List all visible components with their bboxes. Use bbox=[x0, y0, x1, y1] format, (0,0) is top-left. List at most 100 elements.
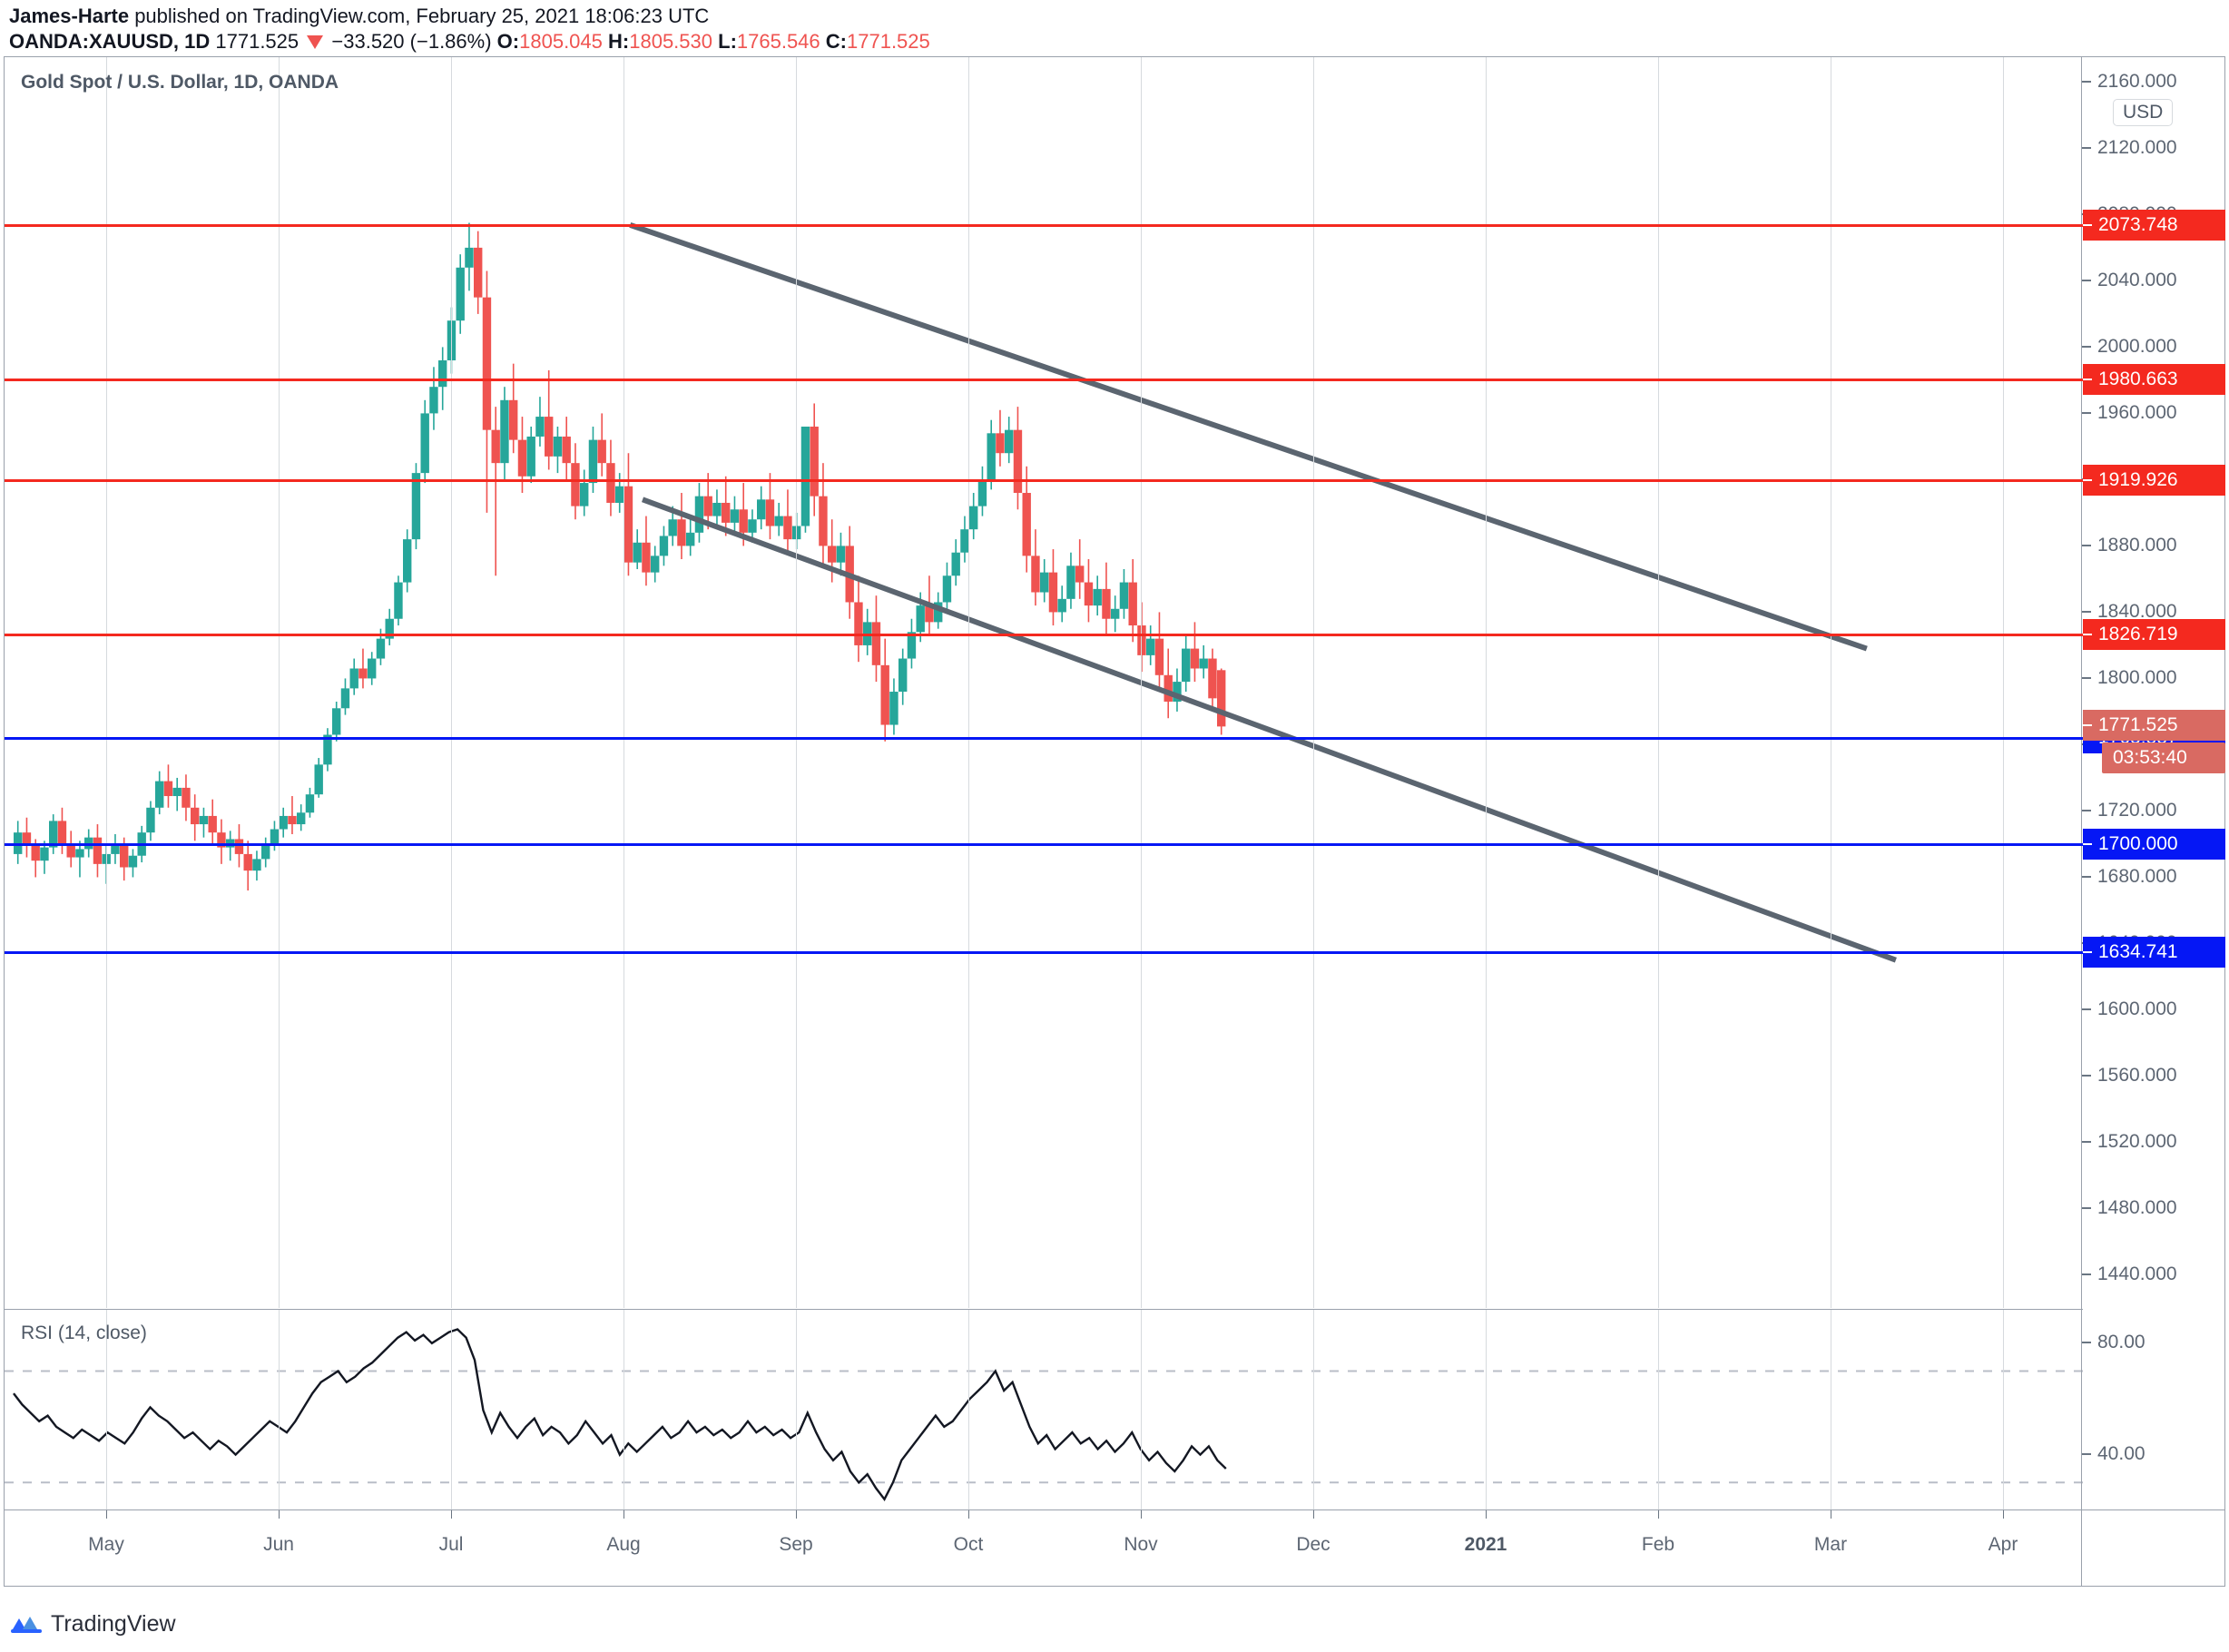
vertical-gridline bbox=[451, 57, 452, 1308]
tick-dash bbox=[2082, 412, 2091, 415]
candle-body bbox=[934, 602, 943, 623]
chart-header: James-Harte published on TradingView.com… bbox=[0, 0, 2229, 56]
time-axis-label: Feb bbox=[1641, 1534, 1675, 1555]
price-level-badge[interactable]: 1919.926 bbox=[2083, 464, 2225, 496]
candle-body bbox=[987, 433, 996, 480]
time-axis-label: Oct bbox=[953, 1534, 984, 1555]
price-axis-tick: 1680.000 bbox=[2082, 866, 2225, 887]
candle-body bbox=[252, 859, 261, 871]
level-price-label: 1980.663 bbox=[2098, 368, 2178, 389]
candle-body bbox=[562, 436, 571, 464]
price-pane[interactable]: Gold Spot / U.S. Dollar, 1D, OANDA bbox=[5, 57, 2083, 1308]
level-price-label: 1826.719 bbox=[2098, 623, 2178, 644]
vertical-gridline bbox=[1141, 1310, 1142, 1510]
chart-footer: TradingView bbox=[0, 1587, 2229, 1648]
time-tick bbox=[796, 1510, 797, 1519]
candle-body bbox=[155, 781, 164, 808]
time-tick bbox=[1486, 1510, 1487, 1519]
vertical-gridline bbox=[1486, 1310, 1487, 1510]
price-axis-tick: 1480.000 bbox=[2082, 1197, 2225, 1218]
upper-descending-trendline[interactable] bbox=[629, 222, 1868, 652]
time-axis-label: Sep bbox=[779, 1534, 813, 1555]
time-axis-label: Apr bbox=[1988, 1534, 2018, 1555]
candle-body bbox=[93, 837, 103, 864]
price-candles-svg bbox=[14, 222, 1897, 963]
time-scale-axis[interactable]: May Jun Jul Aug Sep Oct Nov Dec 2021 Feb Mar Apr bbox=[5, 1509, 2083, 1586]
candle-body bbox=[1217, 670, 1226, 727]
candle-body bbox=[916, 605, 925, 633]
price-axis-label: 1440.000 bbox=[2097, 1264, 2177, 1285]
tick-dash bbox=[2082, 810, 2091, 812]
price-level-badge[interactable]: 1826.719 bbox=[2083, 618, 2225, 650]
rsi-pane[interactable]: RSI (14, close) bbox=[5, 1309, 2083, 1510]
price-pane-title: Gold Spot / U.S. Dollar, 1D, OANDA bbox=[21, 72, 339, 93]
price-level-badge[interactable]: 1980.663 bbox=[2083, 363, 2225, 395]
vertical-gridline bbox=[796, 57, 797, 1308]
candle-body bbox=[288, 815, 297, 825]
high-value: 1805.530 bbox=[629, 30, 712, 53]
publish-text: published on TradingView.com, February 2… bbox=[129, 5, 710, 27]
horizontal-level-line-support[interactable] bbox=[5, 737, 2083, 741]
lower-descending-trendline[interactable] bbox=[641, 497, 1897, 963]
candle-body bbox=[571, 463, 580, 506]
horizontal-level-line-resistance[interactable] bbox=[5, 223, 2083, 227]
price-level-badge[interactable]: 1634.741 bbox=[2083, 937, 2225, 969]
candle-body bbox=[819, 496, 828, 546]
candle-body bbox=[40, 847, 49, 861]
vertical-gridline bbox=[451, 1310, 452, 1510]
candle-body bbox=[465, 247, 474, 268]
candle-body bbox=[969, 506, 978, 530]
last-price-badge[interactable]: 1771.525 bbox=[2083, 710, 2225, 742]
high-key: H: bbox=[608, 30, 630, 53]
currency-badge[interactable]: USD bbox=[2113, 99, 2174, 127]
candle-body bbox=[297, 812, 306, 825]
chart-frame[interactable]: Gold Spot / U.S. Dollar, 1D, OANDA RSI (… bbox=[4, 56, 2225, 1587]
candle-body bbox=[996, 433, 1005, 454]
tick-dash bbox=[2082, 1207, 2091, 1210]
low-value: 1765.546 bbox=[736, 30, 820, 53]
candle-body bbox=[491, 429, 500, 464]
price-level-badge[interactable]: 2073.748 bbox=[2083, 209, 2225, 241]
symbol-label: OANDA:XAUUSD, 1D bbox=[9, 30, 211, 53]
candle-body bbox=[314, 764, 323, 795]
candle-body bbox=[1146, 638, 1155, 655]
time-tick bbox=[1313, 1510, 1314, 1519]
horizontal-level-line-resistance[interactable] bbox=[5, 633, 2083, 636]
candle-body bbox=[1005, 429, 1014, 454]
candle-body bbox=[217, 832, 226, 848]
candle-body bbox=[633, 542, 642, 563]
price-axis-tick: 1440.000 bbox=[2082, 1264, 2225, 1284]
symbol-quote-line: OANDA:XAUUSD, 1D 1771.525 −33.520 (−1.86… bbox=[9, 29, 2220, 54]
candle-body bbox=[429, 387, 438, 414]
axis-corner[interactable] bbox=[2081, 1509, 2224, 1586]
candle-body bbox=[385, 618, 394, 639]
tick-dash bbox=[2082, 147, 2091, 150]
rsi-pane-title: RSI (14, close) bbox=[21, 1323, 147, 1343]
tradingview-logo-icon bbox=[11, 1612, 42, 1636]
time-tick bbox=[968, 1510, 969, 1519]
candle-body bbox=[261, 843, 270, 860]
price-level-badge[interactable]: 1700.000 bbox=[2083, 828, 2225, 860]
price-axis-label: 1560.000 bbox=[2097, 1065, 2177, 1087]
candle-body bbox=[438, 360, 447, 388]
candle-body bbox=[712, 502, 722, 516]
vertical-gridline bbox=[796, 1310, 797, 1510]
candle-body bbox=[642, 542, 651, 573]
author-name: James-Harte bbox=[9, 5, 130, 27]
level-dash bbox=[2083, 378, 2092, 380]
price-scale-axis[interactable]: 2160.0002120.0002080.0002040.0002000.000… bbox=[2081, 57, 2225, 1510]
candle-body bbox=[349, 668, 358, 689]
horizontal-level-line-resistance[interactable] bbox=[5, 378, 2083, 381]
horizontal-level-line-resistance[interactable] bbox=[5, 478, 2083, 482]
candle-body bbox=[668, 519, 677, 536]
vertical-gridline bbox=[968, 1310, 969, 1510]
candle-body bbox=[1111, 608, 1120, 619]
candle-body bbox=[889, 692, 898, 725]
time-axis-label: 2021 bbox=[1464, 1534, 1507, 1555]
candle-body bbox=[1031, 556, 1040, 593]
horizontal-level-line-support[interactable] bbox=[5, 951, 2083, 955]
horizontal-level-line-support[interactable] bbox=[5, 842, 2083, 846]
price-axis-label: 1600.000 bbox=[2097, 998, 2177, 1020]
tick-dash bbox=[2082, 677, 2091, 680]
candle-body bbox=[474, 247, 483, 298]
